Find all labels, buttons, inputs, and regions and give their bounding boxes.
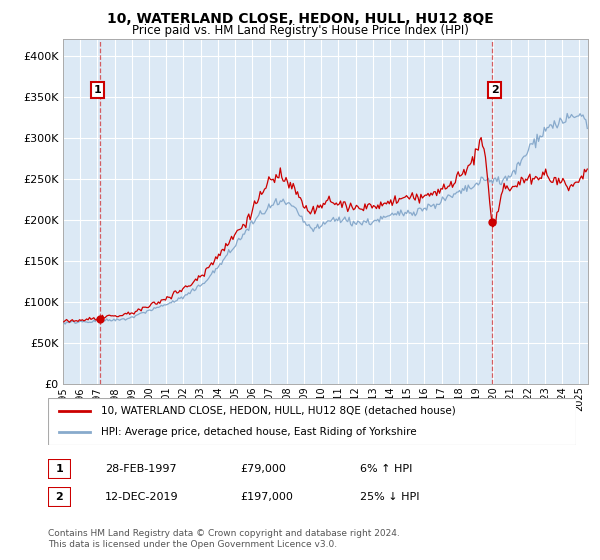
Text: £197,000: £197,000 (240, 492, 293, 502)
Text: 2: 2 (56, 492, 63, 502)
FancyBboxPatch shape (48, 459, 71, 479)
Text: 10, WATERLAND CLOSE, HEDON, HULL, HU12 8QE: 10, WATERLAND CLOSE, HEDON, HULL, HU12 8… (107, 12, 493, 26)
Text: Price paid vs. HM Land Registry's House Price Index (HPI): Price paid vs. HM Land Registry's House … (131, 24, 469, 36)
Text: 28-FEB-1997: 28-FEB-1997 (105, 464, 176, 474)
Text: 12-DEC-2019: 12-DEC-2019 (105, 492, 179, 502)
Text: 6% ↑ HPI: 6% ↑ HPI (360, 464, 412, 474)
Text: 25% ↓ HPI: 25% ↓ HPI (360, 492, 419, 502)
FancyBboxPatch shape (48, 487, 71, 507)
Text: 10, WATERLAND CLOSE, HEDON, HULL, HU12 8QE (detached house): 10, WATERLAND CLOSE, HEDON, HULL, HU12 8… (101, 406, 455, 416)
Text: £79,000: £79,000 (240, 464, 286, 474)
Text: 1: 1 (94, 85, 101, 95)
Text: 1: 1 (56, 464, 63, 474)
Text: HPI: Average price, detached house, East Riding of Yorkshire: HPI: Average price, detached house, East… (101, 427, 416, 437)
Text: Contains HM Land Registry data © Crown copyright and database right 2024.
This d: Contains HM Land Registry data © Crown c… (48, 529, 400, 549)
Text: 2: 2 (491, 85, 499, 95)
